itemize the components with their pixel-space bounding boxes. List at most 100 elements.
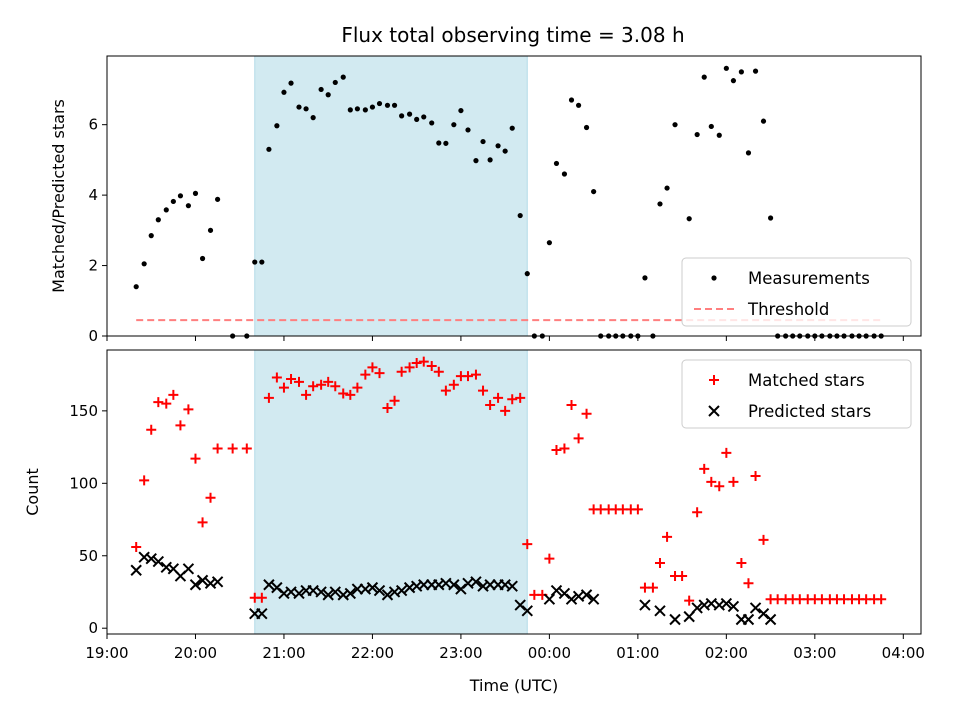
- measurement-point: [192, 190, 199, 196]
- matched-star-point: [212, 443, 223, 454]
- matched-star-point: [316, 379, 327, 390]
- predicted-star-point: [196, 574, 209, 587]
- ratio-y-tick-label: 4: [88, 186, 98, 204]
- measurement-point: [686, 216, 692, 222]
- measurement-point: [148, 233, 154, 239]
- predicted-star-point: [521, 605, 533, 617]
- matched-star-point: [544, 553, 555, 564]
- matched-star-point: [168, 389, 179, 400]
- legend-label: Predicted stars: [748, 402, 871, 421]
- ratio-y-tick-label: 0: [88, 327, 98, 345]
- predicted-star-point: [742, 613, 755, 626]
- measurement-point: [281, 89, 287, 95]
- count-y-axis-label: Count: [23, 468, 42, 516]
- measurement-point: [399, 113, 405, 119]
- measurement-point: [325, 92, 331, 98]
- measurement-point: [376, 100, 383, 107]
- x-tick-label: 02:00: [705, 644, 748, 662]
- x-tick-label: 22:00: [351, 644, 394, 662]
- measurement-point: [716, 132, 722, 138]
- matched-star-point: [271, 372, 282, 383]
- matched-star-point: [286, 373, 297, 384]
- matched-star-point: [728, 476, 739, 487]
- predicted-star-point: [189, 579, 202, 591]
- measurement-point: [509, 125, 515, 131]
- predicted-star-point: [580, 589, 593, 601]
- matched-star-point: [721, 447, 732, 458]
- matched-star-point: [507, 394, 518, 405]
- measurement-point: [738, 69, 744, 75]
- count-series-predicted-stars: [130, 551, 777, 626]
- measurement-point: [133, 284, 139, 290]
- matched-star-point: [632, 504, 643, 515]
- matched-star-point: [360, 369, 371, 380]
- matched-star-point: [485, 400, 496, 411]
- measurement-point: [502, 148, 508, 154]
- matched-star-point: [684, 595, 695, 606]
- measurement-point: [214, 196, 221, 202]
- matched-star-point: [263, 392, 274, 403]
- measurement-point: [591, 188, 597, 195]
- measurement-point: [259, 259, 265, 265]
- measurement-point: [310, 115, 316, 121]
- measurement-point: [575, 102, 582, 108]
- legend-label: Matched stars: [748, 371, 865, 390]
- measurement-point: [391, 102, 398, 108]
- matched-star-point: [241, 443, 252, 454]
- measurement-point: [583, 124, 590, 131]
- matched-star-point: [714, 481, 725, 492]
- matched-star-point: [345, 389, 356, 400]
- matched-star-point: [293, 376, 304, 387]
- count-panel: Count Time (UTC) 0 50 100 150 19:00 20:00 21:0…: [23, 349, 925, 695]
- chart-title: Flux total observing time = 3.08 h: [341, 23, 684, 47]
- matched-star-point: [338, 388, 349, 399]
- predicted-star-point: [565, 593, 578, 605]
- matched-star-point: [352, 382, 363, 393]
- predicted-star-point: [691, 602, 703, 614]
- measurement-point: [672, 122, 678, 128]
- matched-star-point: [876, 594, 887, 605]
- matched-star-point: [227, 443, 238, 454]
- matched-star-point: [131, 542, 142, 553]
- measurement-point: [730, 78, 737, 84]
- measurement-point: [347, 107, 353, 113]
- matched-star-point: [448, 379, 459, 390]
- matched-star-point: [301, 389, 312, 400]
- predicted-star-point: [448, 579, 460, 591]
- measurement-point: [487, 157, 493, 163]
- matched-star-point: [308, 381, 319, 392]
- ratio-y-tick-label: 2: [88, 257, 98, 275]
- predicted-star-point: [639, 599, 651, 611]
- predicted-star-point: [152, 555, 165, 568]
- measurement-point: [369, 104, 376, 110]
- measurement-point: [458, 107, 464, 114]
- measurement-point: [495, 143, 501, 149]
- matched-star-point: [205, 492, 216, 503]
- measurement-point: [767, 215, 774, 221]
- matched-star-point: [758, 534, 769, 545]
- matched-star-point: [139, 475, 150, 486]
- measurement-point: [708, 123, 714, 130]
- predicted-star-point: [373, 584, 386, 597]
- matched-star-point: [566, 400, 577, 411]
- matched-star-point: [573, 433, 584, 444]
- measurement-point: [436, 140, 442, 146]
- matched-star-point: [692, 507, 703, 518]
- matched-star-point: [161, 398, 172, 409]
- measurement-point: [185, 203, 191, 209]
- measurement-point: [354, 106, 360, 112]
- matched-star-point: [706, 476, 717, 487]
- ratio-panel: Matched/Predicted stars 0 2 4 6 Measurements…: [49, 55, 922, 345]
- matched-star-point: [581, 408, 592, 419]
- matched-star-point: [551, 444, 562, 455]
- matched-star-point: [426, 360, 437, 371]
- measurement-point: [318, 86, 324, 93]
- measurement-point: [429, 120, 435, 126]
- x-tick-label: 04:00: [882, 644, 925, 662]
- count-y-tick-label: 0: [88, 619, 98, 637]
- predicted-star-point: [587, 593, 600, 605]
- measurement-point: [362, 107, 368, 113]
- measurement-point: [384, 102, 391, 108]
- legend-label: Measurements: [748, 269, 870, 288]
